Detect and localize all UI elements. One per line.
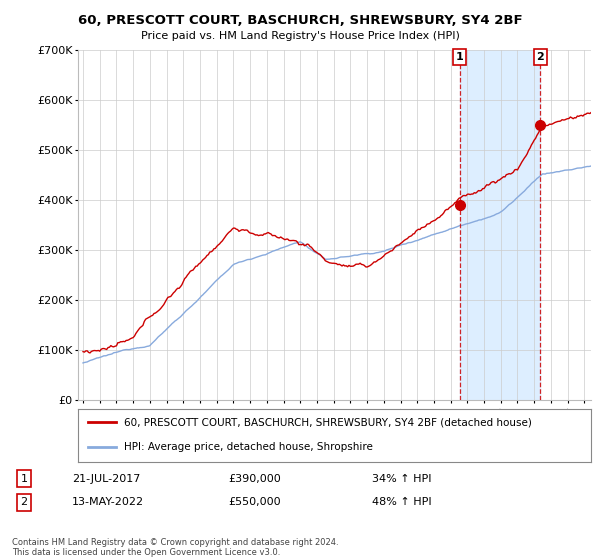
- Text: 48% ↑ HPI: 48% ↑ HPI: [372, 497, 431, 507]
- Text: Price paid vs. HM Land Registry's House Price Index (HPI): Price paid vs. HM Land Registry's House …: [140, 31, 460, 41]
- Text: £550,000: £550,000: [228, 497, 281, 507]
- Bar: [460, 50, 541, 400]
- Text: 13-MAY-2022: 13-MAY-2022: [72, 497, 144, 507]
- Text: 21-JUL-2017: 21-JUL-2017: [72, 474, 140, 484]
- Text: 1: 1: [456, 52, 464, 62]
- Text: 1: 1: [20, 474, 28, 484]
- Text: £390,000: £390,000: [228, 474, 281, 484]
- Text: 2: 2: [20, 497, 28, 507]
- Text: 60, PRESCOTT COURT, BASCHURCH, SHREWSBURY, SY4 2BF: 60, PRESCOTT COURT, BASCHURCH, SHREWSBUR…: [77, 14, 523, 27]
- Text: 34% ↑ HPI: 34% ↑ HPI: [372, 474, 431, 484]
- Text: Contains HM Land Registry data © Crown copyright and database right 2024.
This d: Contains HM Land Registry data © Crown c…: [12, 538, 338, 557]
- Text: HPI: Average price, detached house, Shropshire: HPI: Average price, detached house, Shro…: [124, 442, 373, 452]
- Text: 2: 2: [536, 52, 544, 62]
- Text: 60, PRESCOTT COURT, BASCHURCH, SHREWSBURY, SY4 2BF (detached house): 60, PRESCOTT COURT, BASCHURCH, SHREWSBUR…: [124, 417, 532, 427]
